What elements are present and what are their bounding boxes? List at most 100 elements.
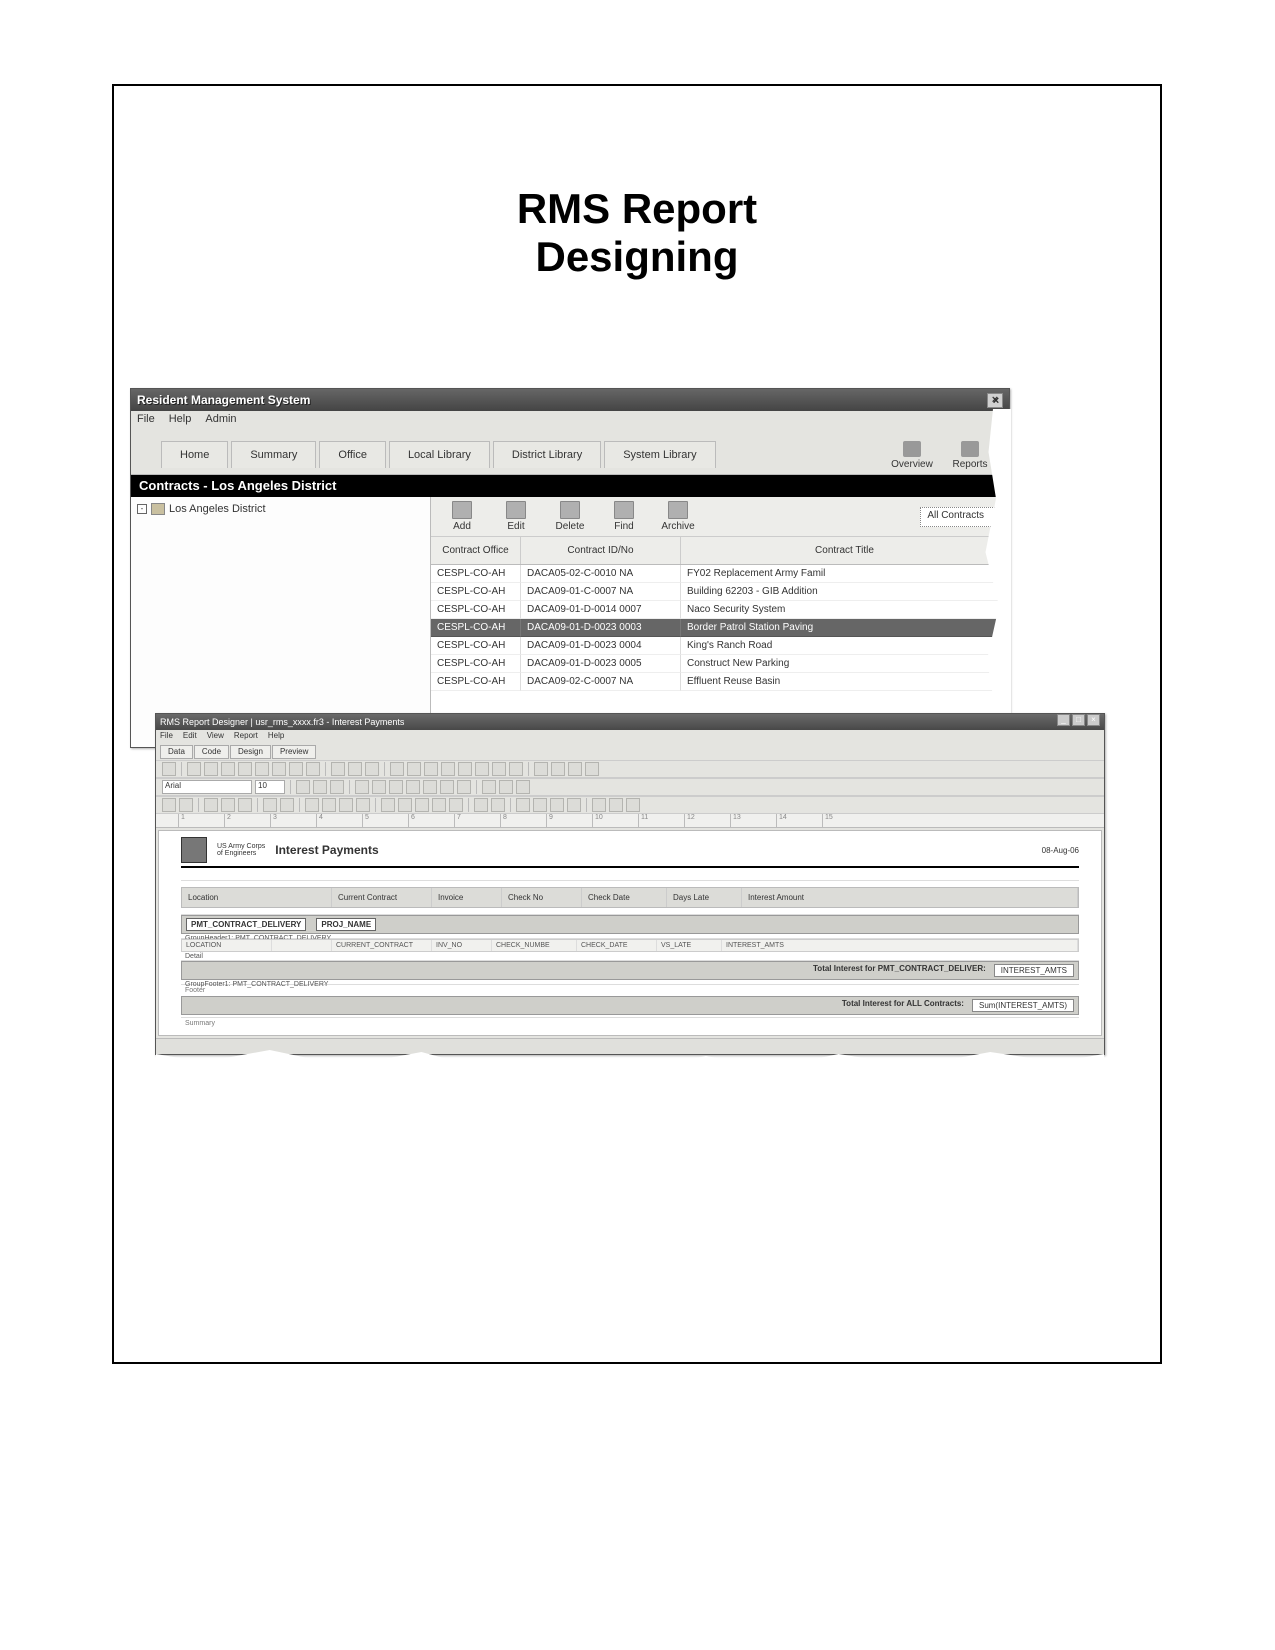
find-button[interactable]: Find [599,501,649,532]
d-menu-help[interactable]: Help [268,731,284,743]
toolbar-button[interactable] [509,762,523,776]
d-tab-preview[interactable]: Preview [272,745,316,759]
menu-file[interactable]: File [137,413,155,429]
col-title[interactable]: Contract Title [681,537,1009,564]
toolbar-button[interactable] [441,762,455,776]
size-combo[interactable]: 10 [255,780,285,794]
toolbar-button[interactable] [381,798,395,812]
toolbar-button[interactable] [457,780,471,794]
toolbar-button[interactable] [179,798,193,812]
toolbar-button[interactable] [322,798,336,812]
col-office[interactable]: Contract Office [431,537,521,564]
table-row[interactable]: CESPL-CO-AHDACA09-01-D-0014 0007Naco Sec… [431,601,1009,619]
toolbar-button[interactable] [204,798,218,812]
toolbar-button[interactable] [204,762,218,776]
toolbar-button[interactable] [626,798,640,812]
toolbar-button[interactable] [221,798,235,812]
toolbar-button[interactable] [491,798,505,812]
toolbar-button[interactable] [221,762,235,776]
toolbar-button[interactable] [263,798,277,812]
group-footer-band[interactable]: Total Interest for PMT_CONTRACT_DELIVER:… [181,961,1079,985]
group-header-band[interactable]: PMT_CONTRACT_DELIVERY PROJ_NAME GroupHea… [181,915,1079,939]
tab-office[interactable]: Office [319,441,386,468]
toolbar-button[interactable] [331,762,345,776]
d-menu-view[interactable]: View [207,731,224,743]
toolbar-button[interactable] [440,780,454,794]
menu-admin[interactable]: Admin [205,413,236,429]
toolbar-button[interactable] [482,780,496,794]
d-tab-data[interactable]: Data [160,745,193,759]
toolbar-button[interactable] [424,762,438,776]
d-menu-file[interactable]: File [160,731,173,743]
tree-root-row[interactable]: - Los Angeles District [137,503,424,515]
toolbar-button[interactable] [272,762,286,776]
summary-band[interactable]: Total Interest for ALL Contracts: Sum(IN… [181,996,1079,1018]
toolbar-button[interactable] [499,780,513,794]
menu-help[interactable]: Help [169,413,192,429]
toolbar-button[interactable] [162,762,176,776]
toolbar-button[interactable] [449,798,463,812]
toolbar-button[interactable] [609,798,623,812]
filter-combo[interactable]: All Contracts [920,507,1003,527]
toolbar-button[interactable] [187,762,201,776]
detail-band[interactable]: LOCATION CURRENT_CONTRACT INV_NO CHECK_N… [181,939,1079,961]
toolbar-button[interactable] [415,798,429,812]
toolbar-button[interactable] [550,798,564,812]
toolbar-button[interactable] [348,762,362,776]
toolbar-button[interactable] [289,762,303,776]
table-row[interactable]: CESPL-CO-AHDACA09-01-D-0023 0004King's R… [431,637,1009,655]
designer-scrollbar[interactable] [156,1038,1104,1054]
d-tab-code[interactable]: Code [194,745,229,759]
toolbar-button[interactable] [305,798,319,812]
toolbar-button[interactable] [406,780,420,794]
table-row[interactable]: CESPL-CO-AHDACA09-01-D-0023 0005Construc… [431,655,1009,673]
toolbar-button[interactable] [313,780,327,794]
toolbar-button[interactable] [458,762,472,776]
toolbar-button[interactable] [516,798,530,812]
font-combo[interactable]: Arial [162,780,252,794]
toolbar-button[interactable] [534,762,548,776]
table-row[interactable]: CESPL-CO-AHDACA09-01-D-0023 0003Border P… [431,619,1009,637]
add-button[interactable]: Add [437,501,487,532]
toolbar-button[interactable] [492,762,506,776]
col-idno[interactable]: Contract ID/No [521,537,681,564]
toolbar-button[interactable] [568,762,582,776]
toolbar-button[interactable] [339,798,353,812]
toolbar-button[interactable] [306,762,320,776]
table-row[interactable]: CESPL-CO-AHDACA05-02-C-0010 NAFY02 Repla… [431,565,1009,583]
edit-button[interactable]: Edit [491,501,541,532]
toolbar-button[interactable] [296,780,310,794]
table-row[interactable]: CESPL-CO-AHDACA09-02-C-0007 NAEffluent R… [431,673,1009,691]
toolbar-button[interactable] [474,798,488,812]
toolbar-button[interactable] [365,762,379,776]
d-menu-report[interactable]: Report [234,731,258,743]
toolbar-button[interactable] [238,762,252,776]
toolbar-button[interactable] [398,798,412,812]
toolbar-button[interactable] [516,780,530,794]
close-button[interactable]: × [1087,714,1100,726]
toolbar-button[interactable] [475,762,489,776]
close-button[interactable]: × [987,393,1003,408]
table-row[interactable]: CESPL-CO-AHDACA09-01-C-0007 NABuilding 6… [431,583,1009,601]
toolbar-button[interactable] [330,780,344,794]
tab-home[interactable]: Home [161,441,228,468]
toolbar-button[interactable] [551,762,565,776]
overview-button[interactable]: Overview [883,439,941,470]
toolbar-button[interactable] [592,798,606,812]
tab-district-library[interactable]: District Library [493,441,601,468]
toolbar-button[interactable] [356,798,370,812]
toolbar-button[interactable] [372,780,386,794]
toolbar-button[interactable] [533,798,547,812]
tree-toggle-icon[interactable]: - [137,504,147,514]
toolbar-button[interactable] [585,762,599,776]
toolbar-button[interactable] [389,780,403,794]
toolbar-button[interactable] [432,798,446,812]
tab-local-library[interactable]: Local Library [389,441,490,468]
toolbar-button[interactable] [390,762,404,776]
toolbar-button[interactable] [567,798,581,812]
toolbar-button[interactable] [407,762,421,776]
minimize-button[interactable]: _ [1057,714,1070,726]
tab-summary[interactable]: Summary [231,441,316,468]
toolbar-button[interactable] [355,780,369,794]
tab-system-library[interactable]: System Library [604,441,715,468]
